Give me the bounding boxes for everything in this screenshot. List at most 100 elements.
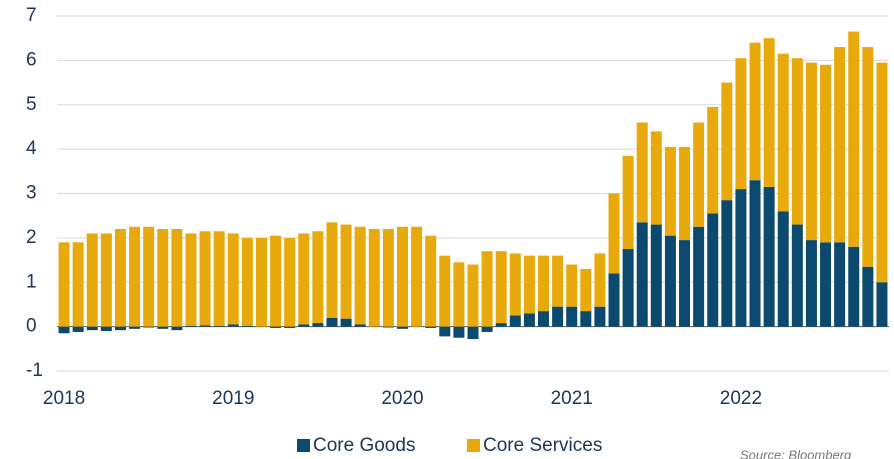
bar-segment [594, 306, 606, 327]
bar-segment [270, 326, 282, 328]
bar-segment [749, 180, 761, 327]
x-tick-label: 2019 [212, 388, 254, 409]
bar-segment [227, 233, 239, 325]
y-tick-label: 5 [26, 94, 37, 115]
bar-segment [509, 315, 521, 327]
legend-swatch [467, 439, 480, 452]
bar-segment [467, 264, 479, 327]
y-tick-label: -1 [26, 360, 43, 381]
bar-segment [298, 233, 310, 325]
bar-segment [284, 326, 296, 328]
bar-segment [100, 233, 112, 327]
bar-segment [523, 255, 535, 314]
bar-segment [114, 326, 126, 331]
bar-segment [72, 326, 84, 332]
source-note: Source: Bloomberg [740, 447, 852, 459]
bar-segment [326, 222, 338, 318]
bar-segment [481, 326, 493, 332]
bar-segment [791, 58, 803, 225]
bar-segment [114, 229, 126, 327]
bar-segment [157, 326, 169, 329]
bar-segment [805, 62, 817, 241]
bar-segment [255, 237, 267, 327]
bar-segment [777, 211, 789, 327]
bar-segment [495, 323, 507, 327]
bar-segment [876, 282, 888, 327]
bar-segment [411, 226, 423, 327]
legend-label: Core Goods [313, 435, 415, 456]
bar-segment [580, 311, 592, 327]
bar-segment [340, 224, 352, 319]
bar-segment [566, 306, 578, 327]
x-tick-label: 2021 [551, 388, 593, 409]
bar-segment [439, 255, 451, 327]
bar-segment [749, 42, 761, 181]
bar-segment [636, 222, 648, 327]
bar-segment [72, 242, 84, 327]
bar-segment [820, 242, 832, 327]
bar-segment [707, 213, 719, 327]
bar-segment [241, 237, 253, 326]
bar-segment [382, 326, 394, 328]
bar-segment [171, 229, 183, 327]
bar-segment [157, 229, 169, 327]
bar-segment [481, 251, 493, 327]
bar-segment [777, 53, 789, 212]
y-tick-label: 7 [26, 5, 37, 26]
bar-segment [538, 255, 550, 312]
bar-segment [693, 122, 705, 227]
bar-segment [270, 235, 282, 327]
bar-segment [86, 326, 98, 331]
bar-segment [763, 186, 775, 327]
bar-segment [552, 306, 564, 327]
bar-segment [763, 38, 775, 187]
bar-segment [608, 193, 620, 274]
bar-segment [721, 200, 733, 327]
x-tick-label: 2018 [43, 388, 85, 409]
bar-segment [820, 64, 832, 243]
bar-segment [538, 311, 550, 327]
bar-segment [862, 47, 874, 267]
bar-segment [396, 226, 408, 327]
bar-segment [129, 226, 141, 327]
bar-segment [834, 47, 846, 243]
bar-segment [185, 325, 197, 327]
bar-segment [227, 324, 239, 327]
bar-segment [791, 224, 803, 327]
bar-segment [86, 233, 98, 327]
bar-segment [143, 326, 155, 328]
bar-segment [326, 317, 338, 327]
legend-swatch [297, 439, 310, 452]
bar-segment [58, 326, 70, 334]
y-tick-label: 6 [26, 49, 37, 70]
bar-segment [636, 122, 648, 223]
bar-segment [594, 253, 606, 307]
bar-segment [100, 326, 112, 332]
bar-segment [425, 235, 437, 327]
y-tick-label: 0 [26, 316, 37, 337]
bar-segment [312, 323, 324, 327]
y-tick-label: 4 [26, 138, 37, 159]
bar-segment [495, 251, 507, 324]
bar-segment [862, 266, 874, 327]
bar-segment [805, 240, 817, 327]
bar-segment [396, 326, 408, 329]
bar-segment [735, 58, 747, 190]
x-tick-label: 2022 [720, 388, 762, 409]
bar-segment [523, 313, 535, 327]
y-tick-label: 1 [26, 271, 37, 292]
bar-segment [622, 155, 634, 249]
bar-segment [693, 226, 705, 327]
bar-segment [354, 324, 366, 327]
bar-segment [622, 248, 634, 327]
bar-segment [298, 324, 310, 327]
bar-segment [707, 106, 719, 214]
bar-segment [368, 229, 380, 327]
bar-segment [453, 262, 465, 327]
bar-segment [129, 326, 141, 329]
legend-label: Core Services [483, 435, 602, 456]
bar-segment [354, 226, 366, 325]
bar-segment [679, 146, 691, 241]
bar-segment [650, 224, 662, 327]
